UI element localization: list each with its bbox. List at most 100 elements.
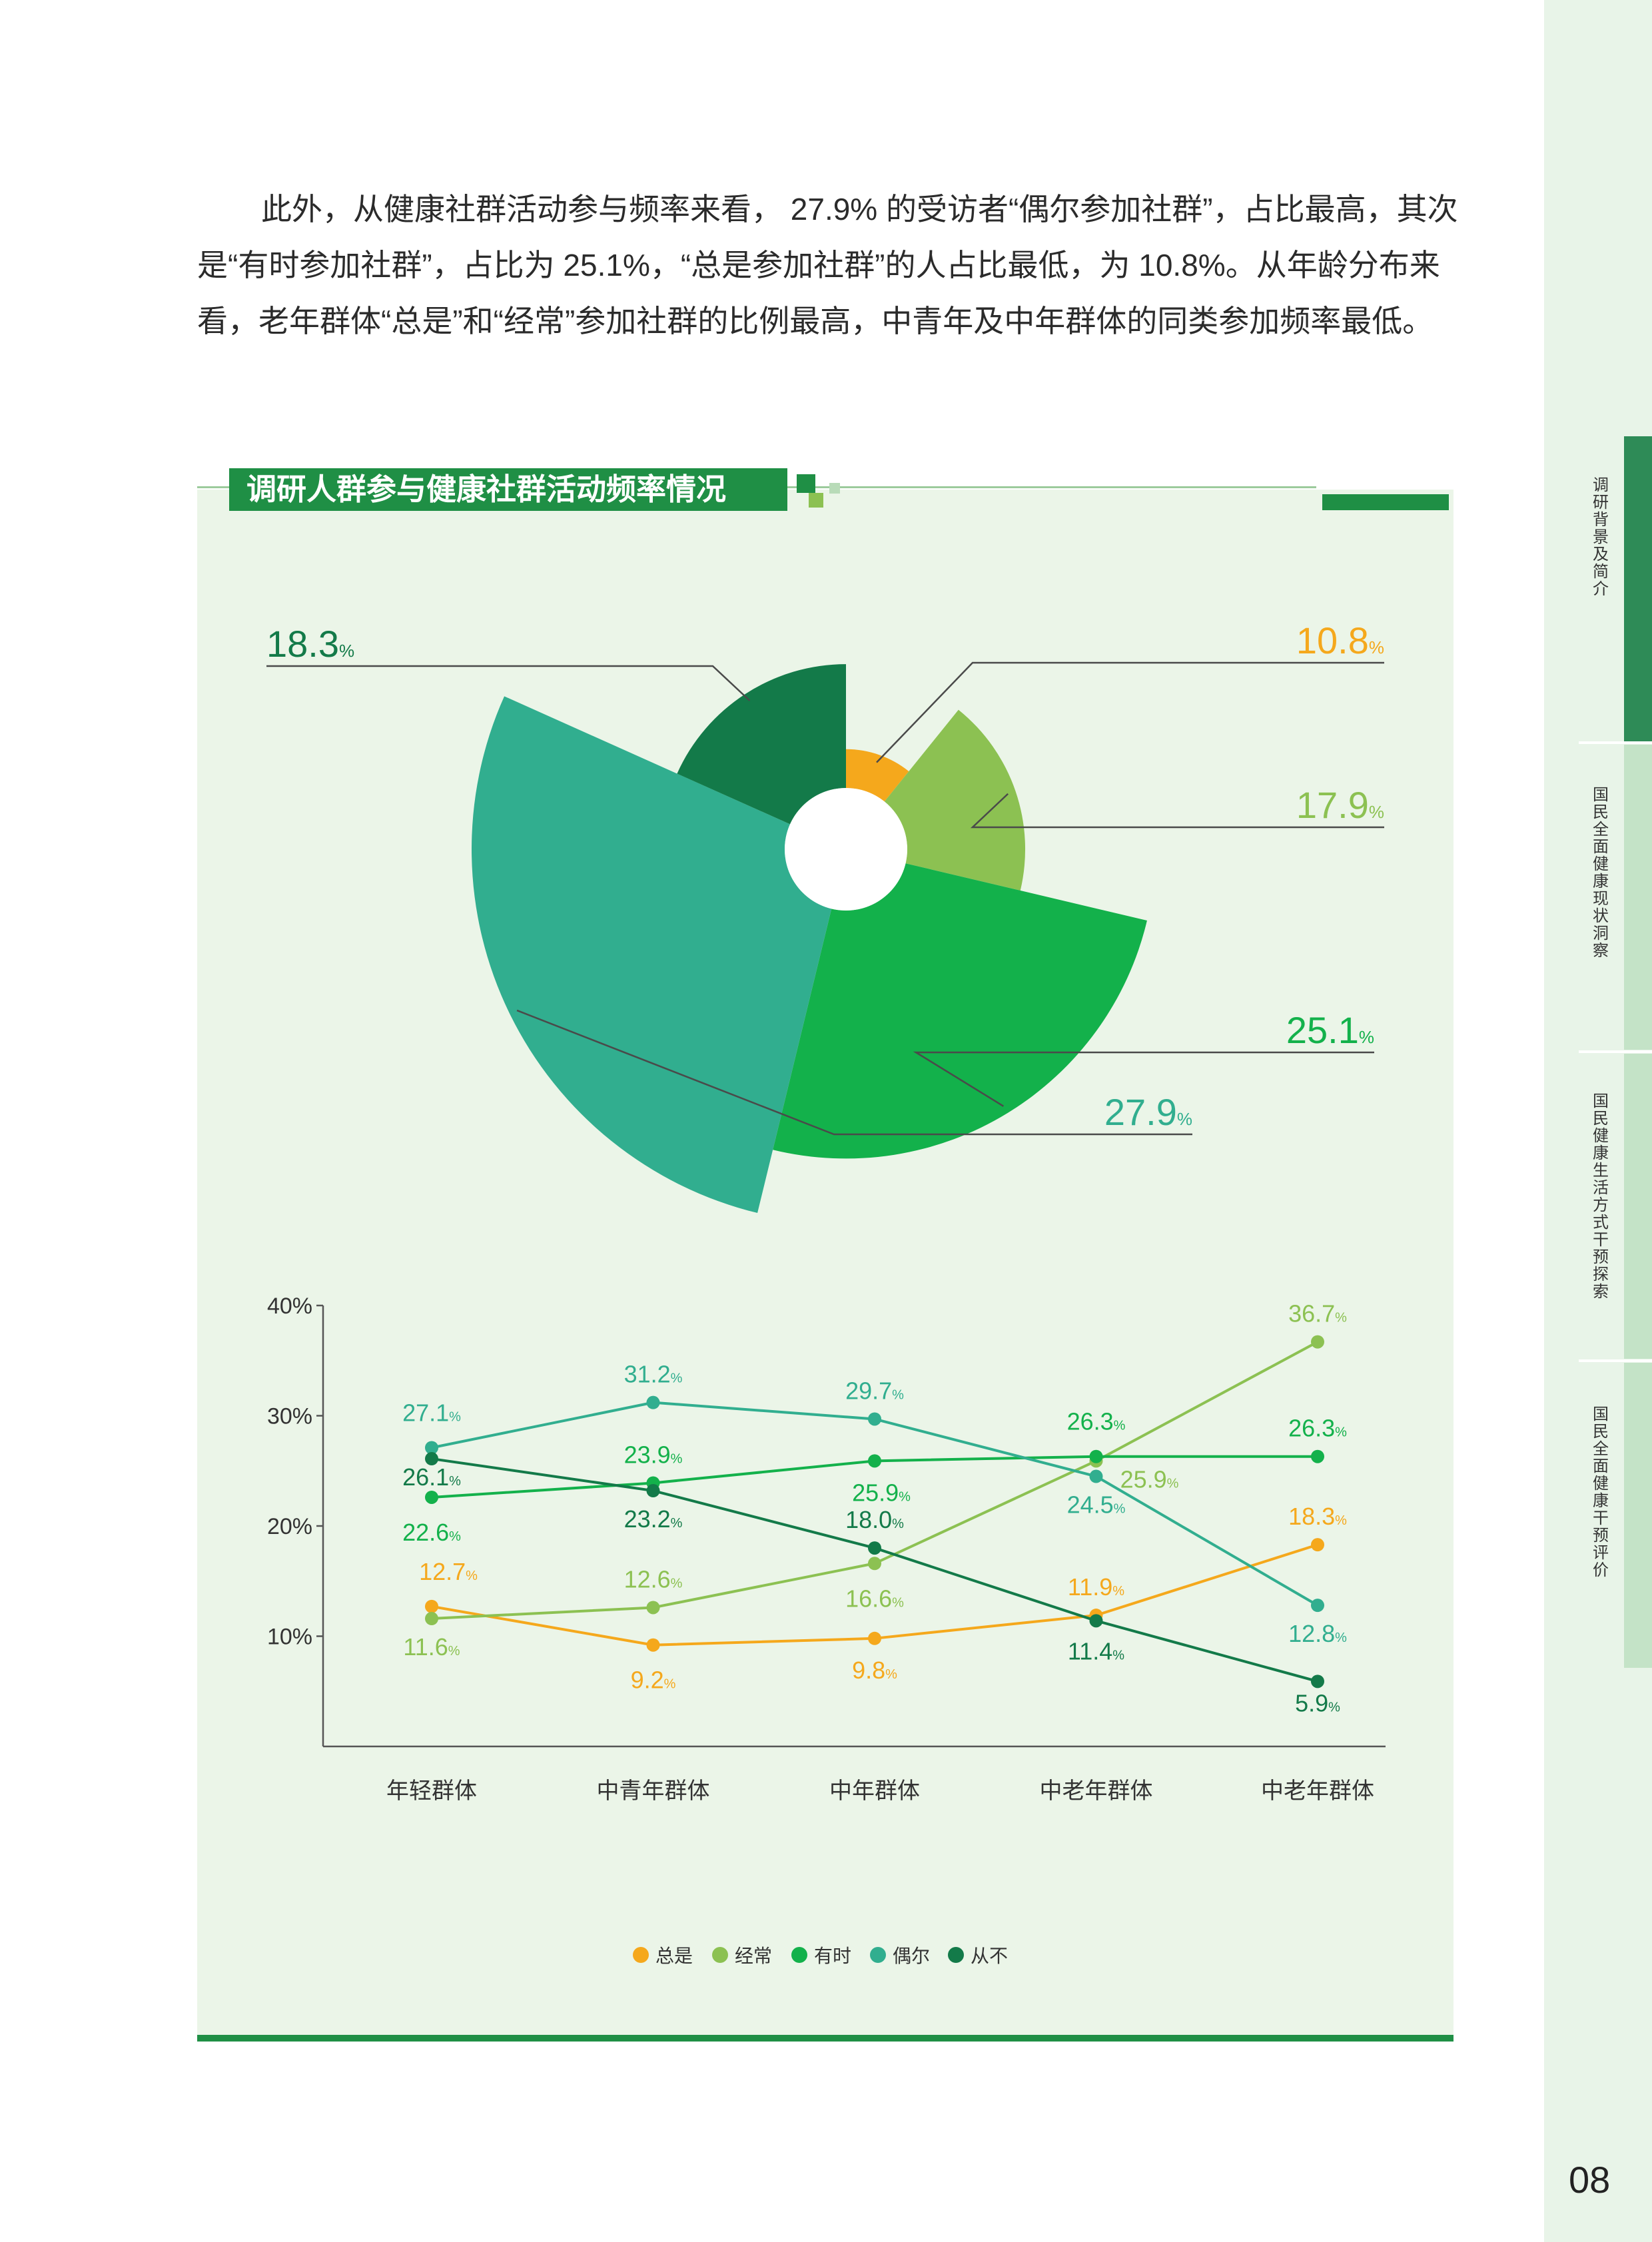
data-label: 12.8%: [1288, 1620, 1347, 1647]
x-tick-label: 中老年群体: [1040, 1778, 1153, 1804]
data-label: 9.8%: [852, 1657, 897, 1684]
data-label: 18.3%: [1288, 1503, 1347, 1530]
rose-slice-偶尔: [471, 696, 832, 1214]
legend-label: 偶尔: [893, 1946, 930, 1966]
data-point: [1311, 1335, 1324, 1349]
data-label: 26.1%: [402, 1463, 461, 1491]
data-label: 12.6%: [624, 1565, 683, 1593]
rose-chart: [471, 664, 1147, 1214]
rose-unit: %: [1369, 637, 1384, 657]
data-label-unit: %: [664, 1677, 676, 1692]
line-chart-axes: 10% 20% 30% 40% 年轻群体 中青年群体 中年群体 中老年群体 中老年群体: [267, 1294, 1386, 1804]
chart-title: 调研人群参与健康社群活动频率情况: [229, 468, 787, 511]
data-point: [868, 1412, 881, 1426]
data-label-unit: %: [899, 1489, 911, 1504]
data-point: [646, 1395, 660, 1409]
data-point: [425, 1612, 438, 1626]
data-label-unit: %: [1335, 1425, 1347, 1440]
data-label-unit: %: [1335, 1631, 1347, 1645]
data-label: 26.3%: [1288, 1415, 1347, 1442]
y-tick-label: 10%: [267, 1625, 312, 1650]
data-point: [646, 1638, 660, 1652]
data-point: [646, 1601, 660, 1615]
data-point: [1089, 1449, 1103, 1463]
sidebar-divider: [1579, 1050, 1652, 1053]
data-label-unit: %: [671, 1516, 683, 1531]
data-point: [1089, 1469, 1103, 1483]
data-label: 11.4%: [1068, 1637, 1124, 1665]
x-tick-label: 中年群体: [829, 1778, 920, 1804]
sidebar-tab-active[interactable]: [1624, 436, 1652, 741]
data-label-unit: %: [448, 1644, 460, 1659]
data-label: 25.9%: [852, 1479, 911, 1506]
data-label: 9.2%: [631, 1667, 676, 1694]
data-label-unit: %: [892, 1387, 904, 1402]
rose-slice-有时: [773, 863, 1147, 1159]
legend-swatch: [633, 1947, 649, 1963]
rose-callout-line: [266, 665, 751, 701]
data-label-unit: %: [449, 1474, 461, 1489]
rose-value-label: 18.3%: [266, 623, 354, 665]
data-label: 36.7%: [1288, 1300, 1347, 1327]
rose-value-label: 27.9%: [1104, 1091, 1192, 1133]
rose-value-label: 17.9%: [1296, 784, 1384, 826]
data-label: 27.1%: [402, 1399, 461, 1426]
data-label-unit: %: [1114, 1502, 1126, 1517]
sidebar-tab-4[interactable]: [1624, 1363, 1652, 1668]
data-point: [1089, 1614, 1103, 1628]
data-label-unit: %: [1112, 1648, 1124, 1663]
rose-callout-line: [516, 1009, 1192, 1136]
title-deco-square: [797, 474, 815, 493]
rose-slice-从不: [677, 664, 846, 825]
data-point: [425, 1599, 438, 1613]
body-paragraph: 此外，从健康社群活动参与频率来看， 27.9% 的受访者“偶尔参加社群”，占比最…: [197, 192, 1458, 338]
data-label-unit: %: [671, 1576, 683, 1591]
x-tick-label: 中青年群体: [597, 1778, 710, 1804]
chart-legend: 总是 经常 有时 偶尔 从不: [633, 1946, 1008, 1966]
legend-label: 总是: [655, 1946, 693, 1966]
legend-label: 有时: [814, 1946, 851, 1966]
data-label-unit: %: [449, 1409, 461, 1424]
sidebar-item-label[interactable]: 国民全面健康现状洞察: [1589, 786, 1608, 959]
data-label: 23.9%: [624, 1441, 683, 1468]
legend-swatch: [948, 1947, 964, 1963]
legend-swatch: [791, 1947, 807, 1963]
legend-swatch: [870, 1947, 886, 1963]
sidebar-item-label[interactable]: 调研背景及简介: [1589, 476, 1608, 597]
x-tick-label: 中老年群体: [1261, 1778, 1374, 1804]
page-number: 08: [1569, 2159, 1611, 2201]
data-point: [1311, 1449, 1324, 1463]
sidebar-divider: [1579, 1359, 1652, 1362]
sidebar-tab-2[interactable]: [1624, 745, 1652, 1050]
rose-callout-line: [970, 793, 1384, 829]
line-chart-series: [425, 1335, 1324, 1688]
title-deco-square: [829, 483, 840, 494]
rose-value-label: 25.1%: [1286, 1009, 1374, 1051]
y-tick-label: 20%: [267, 1514, 312, 1539]
data-label-unit: %: [1335, 1513, 1347, 1528]
rose-callout-line: [876, 661, 1384, 763]
line-chart-labels: 12.7% 9.2% 9.8% 11.9% 18.3% 11.6% 12.6% 16.6% 25…: [402, 1300, 1347, 1717]
data-label-unit: %: [1335, 1311, 1347, 1325]
data-label: 24.5%: [1067, 1491, 1126, 1519]
data-label: 23.2%: [624, 1505, 683, 1533]
sidebar-tab-3[interactable]: [1624, 1054, 1652, 1359]
x-tick-label: 年轻群体: [386, 1778, 477, 1804]
rose-slice-总是: [846, 749, 909, 802]
data-label: 22.6%: [402, 1519, 461, 1546]
data-label-unit: %: [885, 1667, 897, 1682]
rose-slice-经常: [884, 709, 1026, 891]
sidebar-item-label[interactable]: 国民全面健康干预评价: [1589, 1405, 1608, 1579]
sidebar-divider: [1579, 741, 1652, 744]
data-label: 29.7%: [845, 1377, 904, 1404]
data-point: [1311, 1538, 1324, 1552]
legend-label: 从不: [971, 1946, 1008, 1966]
sidebar-item-label[interactable]: 国民健康生活方式干预探索: [1589, 1092, 1608, 1300]
data-point: [646, 1484, 660, 1498]
data-label-unit: %: [1114, 1419, 1126, 1433]
data-label: 11.9%: [1068, 1573, 1124, 1601]
data-label-unit: %: [671, 1371, 683, 1386]
data-label: 12.7%: [419, 1558, 478, 1585]
data-point: [1311, 1675, 1324, 1688]
